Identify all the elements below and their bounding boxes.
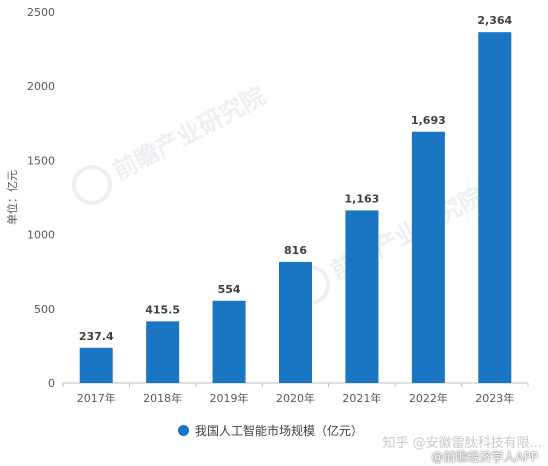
legend-label: 我国人工智能市场规模（亿元） — [195, 424, 364, 438]
bar — [478, 32, 512, 383]
bar — [79, 347, 113, 383]
y-tick-label: 1500 — [27, 154, 55, 167]
x-tick-label: 2020年 — [276, 391, 315, 405]
axes: 0 500 1000 1500 2000 2500 单位：亿元 2017年 2018年 2019年… — [5, 6, 529, 405]
y-tick-label: 1000 — [27, 229, 55, 242]
data-label: 237.4 — [79, 330, 114, 343]
data-label: 554 — [218, 283, 241, 296]
x-tick-label: 2019年 — [210, 391, 249, 405]
source-watermark: 知乎 @安徽雷肽科技有限... — [382, 436, 542, 451]
y-tick-label: 2000 — [27, 80, 55, 93]
app-watermark: @前瞻经济学人APP — [431, 450, 538, 464]
x-tick-label: 2023年 — [475, 391, 514, 405]
y-tick-label: 0 — [48, 377, 55, 390]
x-tick-label: 2022年 — [409, 391, 448, 405]
data-label: 2,364 — [477, 14, 512, 27]
data-label: 816 — [284, 244, 307, 257]
x-tick-label: 2021年 — [342, 391, 381, 405]
svg-text:前瞻产业研究院: 前瞻产业研究院 — [108, 82, 269, 186]
data-labels: 237.4 415.5 554 816 1,163 1,693 2,364 — [79, 14, 513, 343]
bar — [279, 261, 312, 383]
bar — [345, 210, 379, 383]
bar — [146, 321, 180, 383]
bars — [79, 32, 512, 383]
y-tick-label: 2500 — [27, 6, 55, 19]
data-label: 415.5 — [145, 303, 180, 316]
bar — [212, 300, 246, 383]
legend-marker — [178, 425, 189, 436]
x-tick-label: 2018年 — [143, 391, 182, 405]
x-tick-label: 2017年 — [77, 391, 116, 405]
y-axis-title: 单位：亿元 — [5, 170, 19, 225]
legend: 我国人工智能市场规模（亿元） — [178, 422, 363, 439]
bar — [411, 131, 445, 383]
data-label: 1,693 — [411, 114, 446, 127]
data-label: 1,163 — [345, 192, 380, 205]
y-tick-label: 500 — [34, 303, 55, 316]
